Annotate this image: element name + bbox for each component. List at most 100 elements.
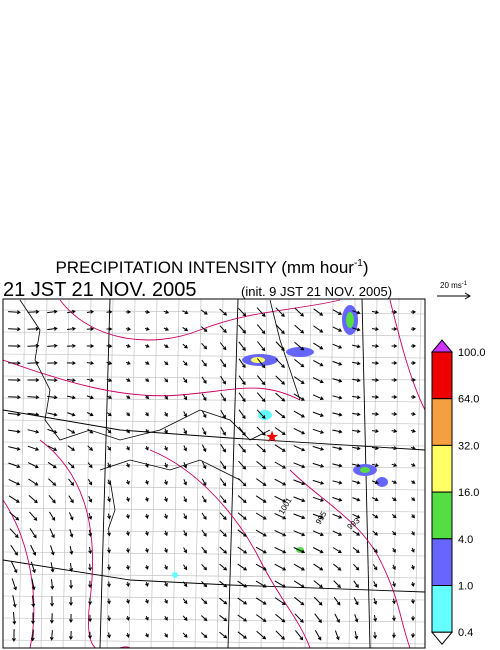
wind-arrow <box>201 376 207 384</box>
wind-arrow <box>256 614 267 622</box>
wind-arrow <box>334 613 340 623</box>
wind-arrow <box>313 563 324 571</box>
grid-line <box>18 299 26 648</box>
wind-arrow <box>313 308 324 316</box>
wind-arrow <box>8 327 21 332</box>
wind-arrow <box>332 395 343 400</box>
wind-arrow <box>164 445 168 452</box>
wind-arrow <box>47 326 58 331</box>
wind-arrow <box>352 378 361 383</box>
wind-arrow <box>11 629 16 642</box>
colorbar-label: 16.0 <box>458 487 479 499</box>
wind-arrow <box>66 378 76 383</box>
wind-arrow <box>219 495 227 504</box>
wind-arrow <box>126 632 130 638</box>
wind-arrow <box>255 563 267 571</box>
grid-line <box>62 299 70 648</box>
wind-arrow <box>145 395 150 400</box>
wind-arrow <box>238 341 246 351</box>
wind-arrow <box>274 409 286 419</box>
wind-arrow <box>293 513 306 520</box>
wind-arrow <box>237 597 248 605</box>
wind-arrow <box>238 409 246 420</box>
wind-arrow <box>201 581 208 588</box>
wind-arrow <box>257 341 266 352</box>
wind-arrow <box>67 461 75 469</box>
wind-arrow <box>333 596 341 606</box>
wind-arrow <box>392 564 396 571</box>
wind-arrow <box>238 324 247 334</box>
wind-arrow <box>126 547 130 554</box>
wind-arrow <box>163 361 169 366</box>
wind-arrow <box>47 395 58 400</box>
wind-arrow <box>312 513 325 519</box>
wind-arrow <box>275 392 286 402</box>
wind-arrow <box>371 497 379 502</box>
wind-arrow <box>219 308 228 316</box>
scale-exp: -1 <box>462 281 468 287</box>
wind-arrow <box>107 615 111 622</box>
scale-text: 20 ms <box>440 281 462 290</box>
wind-arrow <box>12 612 17 625</box>
wind-arrow <box>86 378 95 383</box>
wind-arrow <box>145 581 149 587</box>
wind-arrow <box>313 342 324 350</box>
wind-arrow <box>8 446 21 451</box>
wind-arrow <box>372 513 379 519</box>
colorbar: 100.0 64.0 32.0 16.0 4.0 1.0 0.4 <box>430 339 486 645</box>
grid-line <box>128 299 136 648</box>
wind-arrow <box>312 411 325 417</box>
wind-arrow <box>255 546 267 554</box>
wind-arrow <box>86 309 95 314</box>
wind-arrow <box>410 310 417 315</box>
wind-arrow <box>182 581 188 588</box>
wind-arrow <box>274 529 287 537</box>
wind-arrow <box>237 512 247 520</box>
wind-arrow <box>256 409 266 419</box>
wind-arrow <box>182 632 188 638</box>
wind-arrow <box>145 632 149 638</box>
wind-arrow <box>145 479 149 485</box>
wind-arrow <box>86 412 94 417</box>
wind-arrow <box>201 359 207 367</box>
wind-arrow <box>30 544 37 556</box>
wind-arrow <box>411 581 415 587</box>
wind-arrow <box>126 429 130 434</box>
wind-arrow <box>274 444 286 452</box>
wind-arrow <box>201 495 207 503</box>
wind-arrow <box>126 598 130 604</box>
grid-line <box>150 299 158 648</box>
wind-arrow <box>145 462 149 468</box>
wind-arrow <box>219 512 227 520</box>
location-marker: ★ <box>265 429 279 446</box>
wind-arrow <box>201 444 207 453</box>
grid-line <box>3 529 425 535</box>
wind-arrow <box>86 395 94 400</box>
wind-arrow <box>27 412 40 417</box>
colorbar-segment <box>431 444 453 493</box>
grid-line <box>3 375 425 381</box>
grid-line <box>3 331 425 337</box>
wind-arrow <box>144 344 150 348</box>
wind-arrow <box>293 376 305 384</box>
wind-arrow <box>238 358 246 369</box>
wind-arrow <box>274 563 287 571</box>
wind-arrow <box>274 597 286 605</box>
wind-arrow <box>50 562 55 573</box>
wind-arrow <box>391 394 398 399</box>
wind-arrow <box>47 360 58 365</box>
wind-arrow <box>352 429 361 434</box>
wind-arrow <box>294 613 304 623</box>
wind-arrow <box>314 613 322 624</box>
wind-arrow <box>391 514 397 519</box>
wind-arrow <box>333 580 341 589</box>
wind-arrow <box>69 529 74 538</box>
wind-arrow <box>201 529 207 537</box>
wind-arrow <box>257 358 266 369</box>
wind-arrow <box>164 496 168 503</box>
wind-arrow <box>27 378 40 383</box>
wind-arrow <box>10 561 18 574</box>
wind-arrow <box>47 343 58 348</box>
wind-arrow <box>274 546 287 554</box>
wind-arrow <box>256 426 266 436</box>
